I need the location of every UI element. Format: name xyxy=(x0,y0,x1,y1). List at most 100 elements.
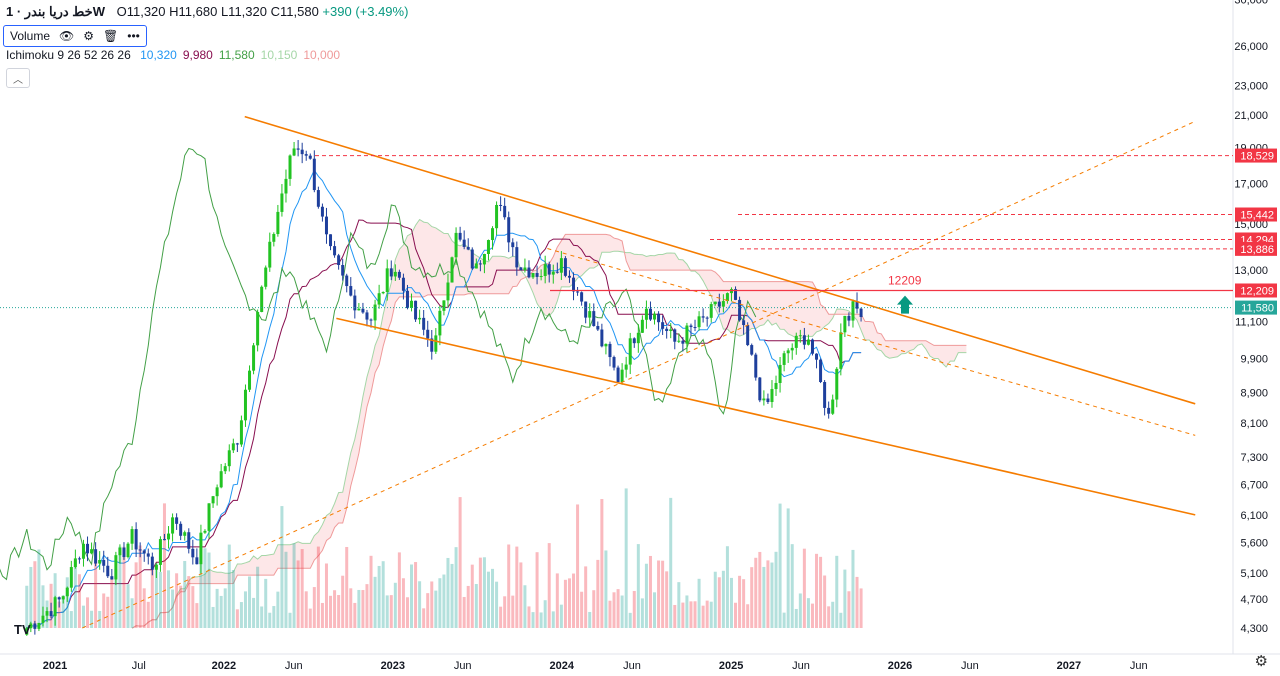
volume-bar xyxy=(142,588,146,628)
candle-body xyxy=(810,339,814,354)
candle-body xyxy=(154,564,158,570)
candle-body xyxy=(410,300,414,308)
candle-body xyxy=(158,539,162,565)
volume-bar xyxy=(786,508,790,628)
candle-body xyxy=(171,517,175,534)
candle-body xyxy=(345,275,349,287)
volume-bar xyxy=(187,576,191,628)
x-tick-label: Jun xyxy=(961,660,979,672)
candle-body xyxy=(531,273,535,278)
candle-body xyxy=(446,282,450,301)
symbol-title[interactable]: خط دریا بندر · 1W xyxy=(6,4,105,19)
volume-bar xyxy=(369,555,373,628)
candle-body xyxy=(341,265,345,276)
candle-body xyxy=(146,553,150,557)
candle-body xyxy=(162,539,166,541)
volume-bar xyxy=(725,546,729,628)
candle-body xyxy=(90,549,94,554)
candle-body xyxy=(300,149,304,155)
volume-bar xyxy=(584,566,588,628)
volume-bar xyxy=(592,590,596,628)
volume-bar xyxy=(235,609,239,628)
trash-icon[interactable]: 🗑 xyxy=(103,29,119,43)
y-tick-label: 7,300 xyxy=(1240,452,1268,464)
volume-bar xyxy=(681,602,685,628)
volume-bar xyxy=(219,595,223,628)
senkou-a-line xyxy=(131,218,967,629)
volume-bar xyxy=(734,602,738,628)
candle-body xyxy=(677,340,681,342)
up-arrow-icon xyxy=(897,295,913,314)
y-tick-label: 4,700 xyxy=(1240,594,1268,606)
candle-body xyxy=(665,328,669,332)
volume-bar xyxy=(701,605,705,628)
volume-bar xyxy=(616,589,620,628)
volume-bar xyxy=(665,571,669,628)
candle-body xyxy=(86,543,90,554)
volume-bar xyxy=(239,602,243,628)
candle-body xyxy=(134,529,138,550)
candle-body xyxy=(405,290,409,308)
candle-body xyxy=(264,267,268,287)
candle-body xyxy=(616,367,620,383)
candle-body xyxy=(657,313,661,323)
candle-body xyxy=(337,255,341,266)
volume-bar xyxy=(551,611,555,628)
trendline xyxy=(547,248,1196,436)
volume-bar xyxy=(782,612,786,628)
candle-body xyxy=(620,369,624,383)
volume-bar xyxy=(600,499,604,628)
collapse-legend-button[interactable]: ︿ xyxy=(6,68,30,88)
candle-body xyxy=(495,204,499,229)
x-tick-label: Jun xyxy=(285,660,303,672)
volume-bar xyxy=(766,560,770,628)
ichimoku-legend[interactable]: Ichimoku 9 26 52 26 26 10,320 9,980 11,580… xyxy=(6,48,352,62)
candle-body xyxy=(519,267,523,271)
volume-bar xyxy=(312,587,316,628)
candle-body xyxy=(612,357,616,368)
volume-bar xyxy=(389,595,393,628)
candle-body xyxy=(713,301,717,305)
more-icon[interactable]: ••• xyxy=(127,29,140,43)
volume-bar xyxy=(831,601,835,628)
candle-body xyxy=(644,308,648,320)
y-tick-label: 8,900 xyxy=(1240,388,1268,400)
volume-bar xyxy=(215,588,219,628)
y-tick-label: 15,000 xyxy=(1234,219,1268,231)
volume-bar xyxy=(458,497,462,628)
volume-bar xyxy=(29,566,33,628)
candle-body xyxy=(98,560,102,564)
settings-icon[interactable]: ⚙ xyxy=(83,29,95,43)
volume-bar xyxy=(248,576,252,628)
volume-bar xyxy=(329,595,333,628)
candle-body xyxy=(543,264,547,277)
volume-bar xyxy=(256,566,260,628)
volume-bar xyxy=(499,606,503,628)
volume-bar xyxy=(438,578,442,628)
candle-body xyxy=(815,353,819,360)
volume-indicator-legend[interactable]: Volume 👁 ⚙ 🗑 ••• xyxy=(3,25,147,47)
volume-bar xyxy=(25,585,29,628)
candle-body xyxy=(738,299,742,321)
candle-body xyxy=(130,529,134,544)
ichimoku-value: 11,580 xyxy=(218,48,255,62)
candle-body xyxy=(434,335,438,352)
eye-icon[interactable]: 👁 xyxy=(59,29,75,43)
volume-bar xyxy=(385,595,389,628)
volume-bar xyxy=(446,557,450,628)
volume-bar xyxy=(341,575,345,628)
volume-bar xyxy=(114,569,118,628)
volume-bar xyxy=(823,575,827,628)
candle-body xyxy=(474,263,478,269)
volume-bar xyxy=(470,564,474,628)
level-price-label: 15,442 xyxy=(1240,210,1274,222)
gear-icon[interactable]: ⚙ xyxy=(1254,653,1268,670)
volume-bar xyxy=(543,600,547,628)
volume-bar xyxy=(636,544,640,628)
volume-bar xyxy=(73,561,77,628)
volume-bar xyxy=(478,557,482,628)
volume-bar xyxy=(519,562,523,628)
volume-bar xyxy=(503,596,507,628)
volume-bar xyxy=(810,603,814,628)
